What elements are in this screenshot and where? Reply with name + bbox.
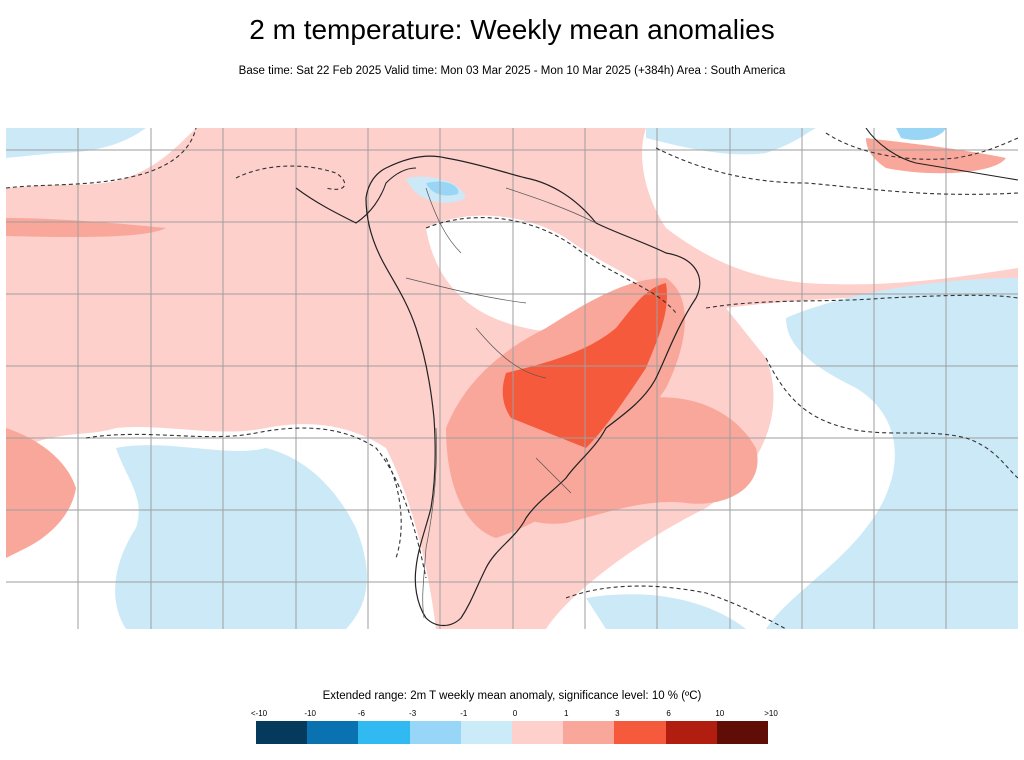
contour-mid-atlantic bbox=[705, 294, 1018, 309]
contour-patagonia bbox=[385, 457, 402, 559]
legend-tick-label: -10 bbox=[304, 709, 316, 718]
legend-tick-label: 0 bbox=[512, 709, 518, 718]
central-america-coastline bbox=[295, 167, 417, 224]
significance-contours bbox=[6, 128, 1018, 629]
legend-tick-label: 1 bbox=[563, 709, 569, 718]
lat-lon-grid bbox=[6, 128, 1018, 629]
contour-far-south-atlantic bbox=[565, 585, 787, 629]
map-canvas bbox=[6, 128, 1018, 629]
contour-nw-pacific bbox=[6, 128, 197, 189]
contour-south-pacific bbox=[85, 427, 427, 579]
positive-region-north-atlantic-corner bbox=[866, 138, 1006, 174]
contour-caribbean bbox=[825, 132, 1018, 160]
legend-title: Extended range: 2m T weekly mean anomaly… bbox=[322, 690, 702, 702]
legend-swatch bbox=[460, 721, 512, 744]
legend-swatch bbox=[307, 721, 359, 744]
page-title: 2 m temperature: Weekly mean anomalies bbox=[249, 14, 775, 45]
page-subtitle: Base time: Sat 22 Feb 2025 Valid time: M… bbox=[238, 65, 786, 77]
border-argentina-chile bbox=[422, 427, 437, 619]
negative-region-south-pacific bbox=[115, 445, 367, 629]
legend-tick-label: <-10 bbox=[250, 709, 268, 718]
legend-swatch bbox=[358, 721, 410, 744]
legend-tick-label: >10 bbox=[764, 709, 778, 718]
negative-region-north-atlantic bbox=[646, 128, 816, 155]
country-borders bbox=[405, 187, 597, 619]
legend-swatch bbox=[256, 721, 308, 744]
negative-region-caribbean-strong bbox=[426, 181, 459, 196]
south-america-coastline bbox=[365, 155, 701, 627]
legend-swatch bbox=[409, 721, 461, 744]
positive-region-west-pacific bbox=[6, 428, 76, 558]
legend-tick-label: 6 bbox=[666, 709, 671, 718]
legend-tick-label: -3 bbox=[409, 709, 417, 718]
negative-anomaly-medium bbox=[426, 128, 946, 196]
legend-tick-label: -1 bbox=[460, 709, 468, 718]
contour-north-atlantic bbox=[655, 147, 1018, 195]
legend-ticks: <-10 -10 -6 -3 -1 0 1 3 6 10 >10 bbox=[0, 709, 1024, 721]
contour-equatorial bbox=[235, 165, 346, 190]
border-peru-brazil bbox=[405, 277, 527, 304]
border-brazil-guianas bbox=[505, 187, 597, 224]
border-bolivia-paraguay bbox=[475, 327, 547, 379]
legend-tick-label: -6 bbox=[357, 709, 365, 718]
legend-swatch bbox=[563, 721, 615, 744]
legend-colorbar bbox=[256, 721, 768, 744]
negative-region-south-atlantic bbox=[586, 594, 746, 629]
legend-swatch bbox=[665, 721, 717, 744]
border-brazil-uruguay bbox=[535, 457, 572, 494]
border-venezuela-colombia bbox=[425, 187, 462, 254]
legend-swatch bbox=[716, 721, 768, 744]
positive-region-equatorial-pacific bbox=[6, 218, 166, 238]
contour-central-south-america bbox=[425, 217, 677, 314]
legend-swatch bbox=[614, 721, 666, 744]
legend-swatch bbox=[511, 721, 564, 744]
africa-coastline bbox=[865, 128, 1018, 181]
legend-tick-label: 10 bbox=[715, 709, 725, 718]
anomaly-map bbox=[6, 128, 1018, 629]
negative-region-north-atlantic-strong bbox=[896, 128, 946, 140]
legend-tick-label: 3 bbox=[615, 709, 620, 718]
